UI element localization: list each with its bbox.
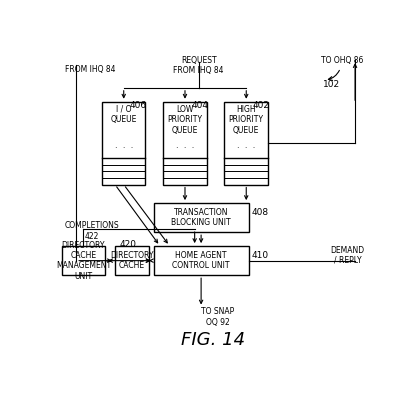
Text: 410: 410 [252,251,269,260]
Text: FROM IHQ 84: FROM IHQ 84 [65,65,115,74]
Text: 402: 402 [253,101,270,111]
Text: FIG. 14: FIG. 14 [181,331,245,349]
Text: DEMAND
/ REPLY: DEMAND / REPLY [331,245,365,265]
Text: ·  ·  ·: · · · [176,144,194,152]
Text: LOW
PRIORITY
QUEUE: LOW PRIORITY QUEUE [168,105,203,134]
Bar [225,102,268,185]
Text: COMPLETIONS
422: COMPLETIONS 422 [65,221,119,241]
Text: 408: 408 [252,208,269,217]
Text: HIGH
PRIORITY
QUEUE: HIGH PRIORITY QUEUE [229,105,264,134]
Bar [163,102,207,185]
Bar [115,246,149,275]
Bar [154,246,249,275]
Text: HOME AGENT
CONTROL UNIT: HOME AGENT CONTROL UNIT [172,251,230,271]
Text: ·  ·  ·: · · · [237,144,255,152]
Text: TO SNAP
OQ 92: TO SNAP OQ 92 [201,308,235,327]
Text: TO OHQ 86: TO OHQ 86 [321,55,363,65]
Text: REQUEST
FROM IHQ 84: REQUEST FROM IHQ 84 [173,55,224,75]
Text: 420: 420 [120,240,137,249]
Text: 406: 406 [130,101,147,111]
Text: I / O
QUEUE: I / O QUEUE [111,105,137,124]
Bar [102,102,146,185]
Bar [62,246,105,275]
Text: 102: 102 [323,80,340,89]
Text: DIRECTORY
CACHE: DIRECTORY CACHE [110,251,154,271]
Text: TRANSACTION
BLOCKING UNIT: TRANSACTION BLOCKING UNIT [171,208,231,227]
Text: 404: 404 [191,101,208,111]
Text: ·  ·  ·: · · · [114,144,133,152]
Text: DIRECTORY
CACHE
MANAGEMENT
UNIT: DIRECTORY CACHE MANAGEMENT UNIT [56,241,111,281]
Bar [154,203,249,232]
